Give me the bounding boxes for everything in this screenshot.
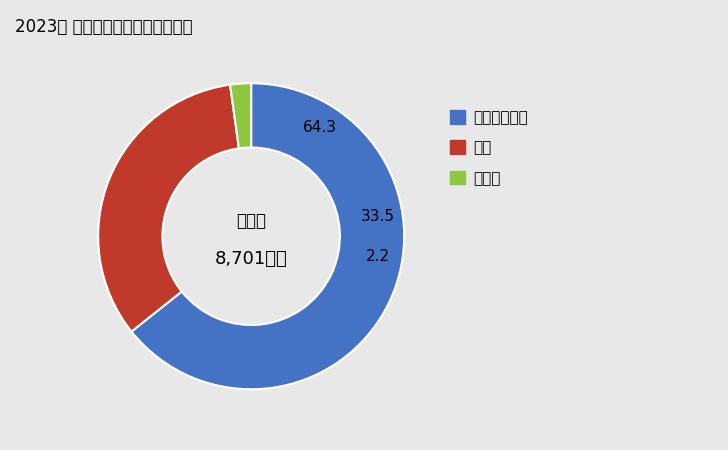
Text: 総　額: 総 額	[236, 212, 266, 230]
Wedge shape	[98, 85, 239, 332]
Legend: インドネシア, 米国, その他: インドネシア, 米国, その他	[450, 110, 528, 186]
Text: 64.3: 64.3	[303, 120, 336, 135]
Text: 2.2: 2.2	[366, 249, 390, 264]
Wedge shape	[132, 83, 404, 389]
Text: 8,701万円: 8,701万円	[215, 250, 288, 268]
Text: 33.5: 33.5	[361, 209, 395, 224]
Text: 2023年 輸出相手国のシェア（％）: 2023年 輸出相手国のシェア（％）	[15, 18, 192, 36]
Wedge shape	[230, 83, 251, 148]
